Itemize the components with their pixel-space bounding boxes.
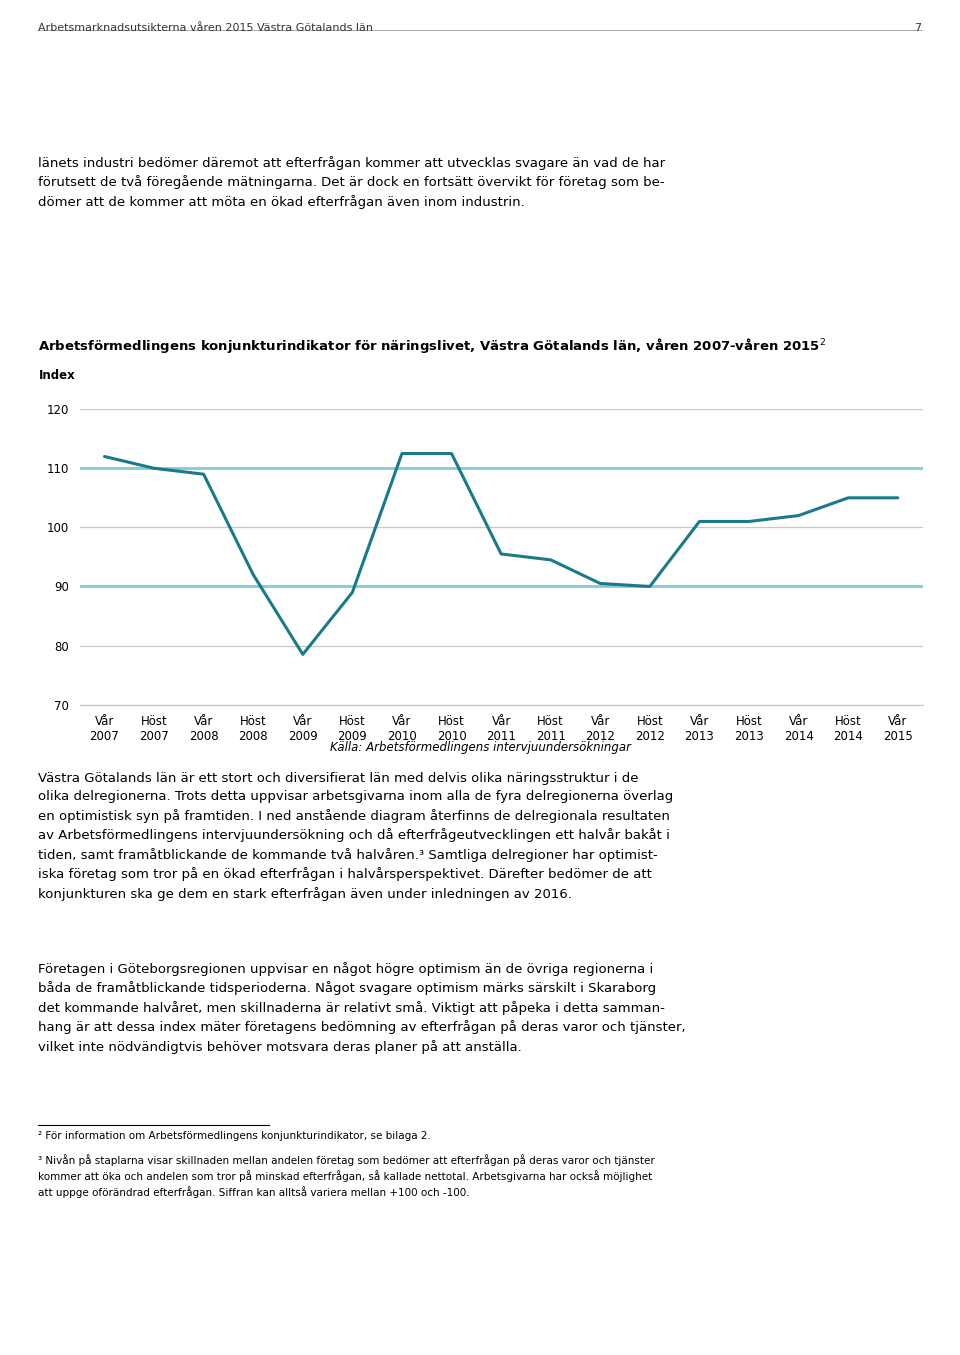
Text: Västra Götalands län är ett stort och diversifierat län med delvis olika närings: Västra Götalands län är ett stort och di… (38, 772, 674, 901)
Text: ² För information om Arbetsförmedlingens konjunkturindikator, se bilaga 2.: ² För information om Arbetsförmedlingens… (38, 1131, 431, 1141)
Text: 7: 7 (915, 23, 922, 33)
Text: Arbetsförmedlingens konjunkturindikator för näringslivet, Västra Götalands län, : Arbetsförmedlingens konjunkturindikator … (38, 336, 827, 355)
Text: ³ Nivån på staplarna visar skillnaden mellan andelen företag som bedömer att eft: ³ Nivån på staplarna visar skillnaden me… (38, 1154, 655, 1198)
Text: Arbetsmarknadsutsikterna våren 2015 Västra Götalands län: Arbetsmarknadsutsikterna våren 2015 Väst… (38, 23, 373, 33)
Text: Index: Index (38, 369, 75, 382)
Text: Källa: Arbetsförmedlingens intervjuundersökningar: Källa: Arbetsförmedlingens intervjuunder… (329, 741, 631, 755)
Text: Företagen i Göteborgsregionen uppvisar en något högre optimism än de övriga regi: Företagen i Göteborgsregionen uppvisar e… (38, 962, 686, 1054)
Text: länets industri bedömer däremot att efterfrågan kommer att utvecklas svagare än : länets industri bedömer däremot att efte… (38, 156, 665, 209)
